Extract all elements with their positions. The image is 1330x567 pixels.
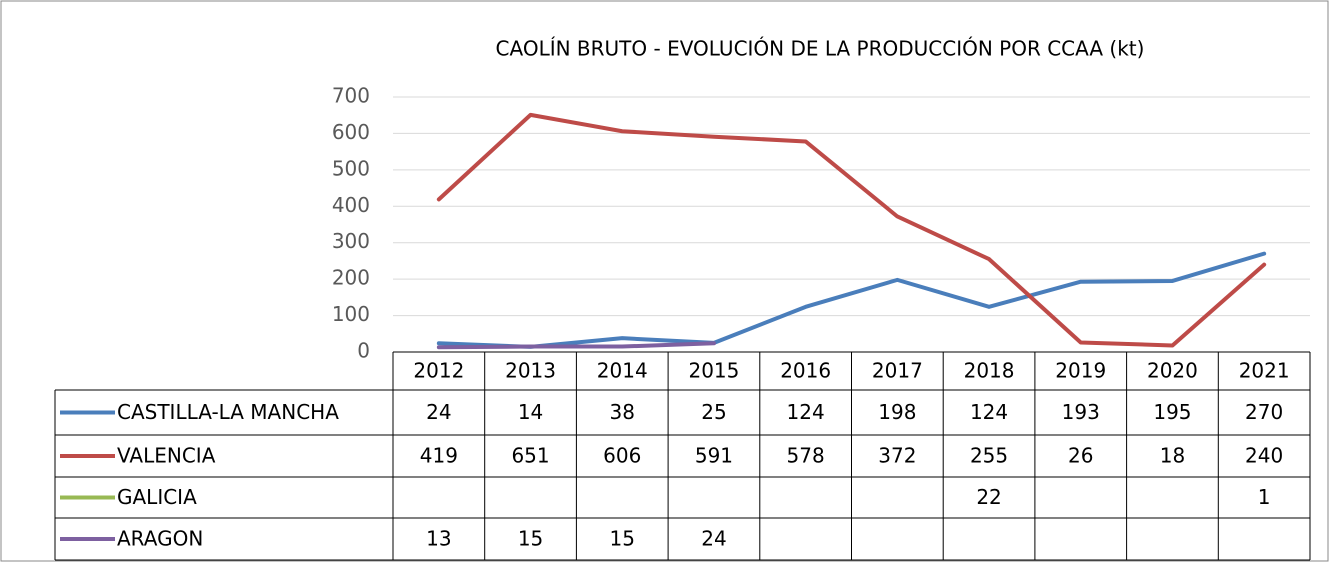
y-tick-label: 400 bbox=[332, 193, 370, 217]
x-tick-label: 2012 bbox=[413, 359, 464, 383]
table-value: 38 bbox=[610, 400, 635, 424]
table-value: 240 bbox=[1245, 444, 1283, 468]
table-value: 26 bbox=[1068, 444, 1093, 468]
table-value: 25 bbox=[701, 400, 726, 424]
y-tick-label: 100 bbox=[332, 302, 370, 326]
x-tick-label: 2020 bbox=[1147, 359, 1198, 383]
series-line bbox=[436, 112, 1267, 348]
table-value: 578 bbox=[787, 444, 825, 468]
table-value: 24 bbox=[426, 400, 451, 424]
chart-title: CAOLÍN BRUTO - EVOLUCIÓN DE LA PRODUCCIÓ… bbox=[496, 37, 1145, 61]
x-tick-label: 2016 bbox=[780, 359, 831, 383]
legend-label: GALICIA bbox=[117, 485, 197, 509]
table-value: 22 bbox=[976, 485, 1001, 509]
table-value: 419 bbox=[420, 444, 458, 468]
x-tick-label: 2013 bbox=[505, 359, 556, 383]
table-value: 18 bbox=[1160, 444, 1185, 468]
table-value: 15 bbox=[518, 527, 543, 551]
table-value: 14 bbox=[518, 400, 543, 424]
x-tick-label: 2015 bbox=[688, 359, 739, 383]
table-value: 591 bbox=[695, 444, 733, 468]
series-line bbox=[436, 251, 1267, 349]
table-value: 372 bbox=[878, 444, 916, 468]
legend-label: VALENCIA bbox=[117, 444, 216, 468]
y-tick-label: 600 bbox=[332, 120, 370, 144]
table-value: 606 bbox=[603, 444, 641, 468]
table-value: 13 bbox=[426, 527, 451, 551]
table-value: 1 bbox=[1258, 485, 1271, 509]
x-tick-label: 2019 bbox=[1055, 359, 1106, 383]
table-value: 270 bbox=[1245, 400, 1283, 424]
y-tick-label: 300 bbox=[332, 229, 370, 253]
x-tick-label: 2018 bbox=[964, 359, 1015, 383]
legend-label: ARAGON bbox=[117, 527, 203, 551]
table-value: 15 bbox=[610, 527, 635, 551]
table-value: 124 bbox=[970, 400, 1008, 424]
table-value: 198 bbox=[878, 400, 916, 424]
table-value: 255 bbox=[970, 444, 1008, 468]
y-tick-label: 700 bbox=[332, 84, 370, 108]
legend-label: CASTILLA-LA MANCHA bbox=[117, 400, 339, 424]
table-value: 651 bbox=[511, 444, 549, 468]
table-value: 24 bbox=[701, 527, 726, 551]
x-tick-label: 2014 bbox=[597, 359, 648, 383]
y-tick-label: 0 bbox=[357, 339, 370, 363]
y-tick-label: 200 bbox=[332, 266, 370, 290]
table-value: 193 bbox=[1062, 400, 1100, 424]
table-value: 124 bbox=[787, 400, 825, 424]
x-tick-label: 2021 bbox=[1239, 359, 1290, 383]
table-value: 195 bbox=[1153, 400, 1191, 424]
series-line bbox=[436, 341, 716, 350]
x-tick-label: 2017 bbox=[872, 359, 923, 383]
y-tick-label: 500 bbox=[332, 156, 370, 180]
